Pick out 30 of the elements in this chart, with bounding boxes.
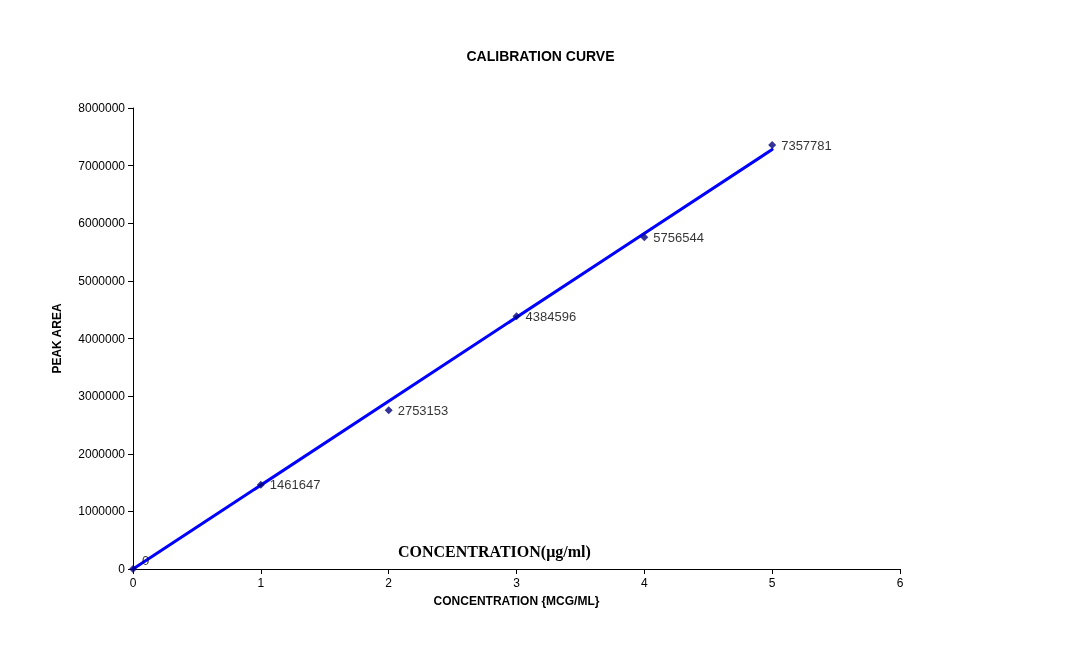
y-tick-label: 2000000	[78, 446, 126, 461]
y-tick-label: 8000000	[78, 101, 126, 115]
chart-title: CALIBRATION CURVE	[466, 48, 615, 64]
point	[640, 233, 649, 242]
x-axis-title: CONCENTRATION {MCG/ML}	[433, 594, 600, 608]
x-tick-label: 4	[640, 576, 648, 590]
y-tick-label: 1000000	[78, 504, 126, 519]
y-tick-label: 7000000	[78, 158, 126, 173]
point	[512, 312, 521, 321]
x-tick-label: 6	[896, 576, 904, 590]
y-tick-label: 6000000	[78, 216, 126, 231]
data-label: 7357781	[781, 137, 832, 153]
y-axis-title: PEAK AREA	[50, 303, 64, 374]
y-tick-label: 4000000	[78, 331, 126, 346]
data-label: 4384596	[525, 308, 577, 324]
point	[384, 406, 393, 415]
x-tick-label: 0	[129, 576, 137, 590]
data-label: 1461647	[269, 477, 321, 493]
x-tick-label: 5	[768, 576, 776, 590]
x-tick-label: 2	[385, 576, 393, 590]
y-tick-label: 5000000	[78, 273, 126, 288]
data-label: 5756544	[653, 229, 704, 245]
annotation: CONCENTRATION(μg/ml)	[398, 542, 591, 561]
point	[768, 141, 777, 150]
y-tick-label: 3000000	[78, 389, 126, 404]
y-tick-label: 0	[118, 562, 126, 576]
x-tick-label: 1	[257, 576, 265, 590]
data-label: 2753153	[397, 402, 449, 418]
x-tick-label: 3	[513, 576, 521, 590]
point	[256, 480, 265, 489]
